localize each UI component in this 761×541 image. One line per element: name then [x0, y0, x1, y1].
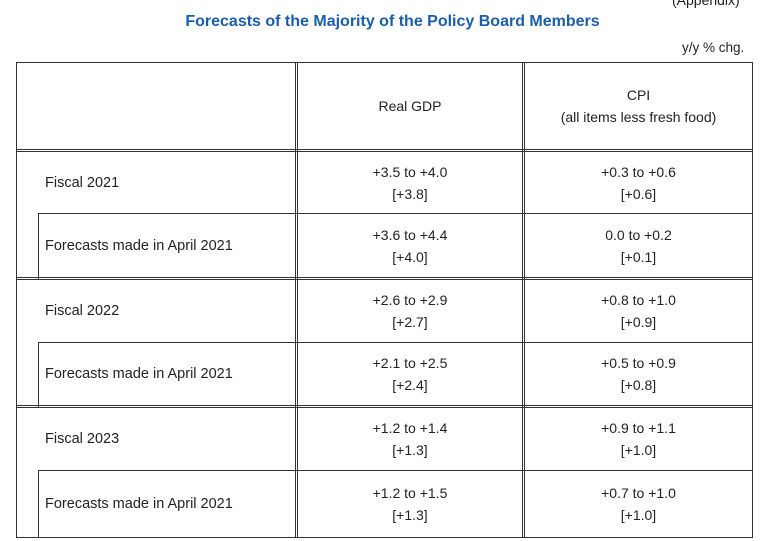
appendix-label: (Appendix)	[672, 0, 740, 8]
cpi-cell: +0.3 to +0.6 [+0.6]	[525, 152, 752, 213]
cpi-cell: +0.5 to +0.9 [+0.8]	[525, 343, 752, 405]
gdp-median: [+2.7]	[392, 314, 428, 330]
cpi-median: [+1.0]	[620, 442, 657, 458]
cpi-range: +0.3 to +0.6	[601, 163, 676, 180]
row-divider	[38, 342, 753, 343]
cpi-range: +0.5 to +0.9	[601, 355, 676, 371]
table-border-right	[752, 62, 753, 538]
header-divider	[16, 149, 753, 152]
indent-divider	[38, 342, 39, 407]
gdp-cell: +1.2 to +1.4 [+1.3]	[298, 408, 522, 470]
gdp-range: +1.2 to +1.5	[372, 485, 448, 501]
row-label: Forecasts made in April 2021	[45, 496, 233, 512]
row-label: Fiscal 2021	[45, 174, 120, 191]
row-label: Fiscal 2023	[45, 431, 120, 447]
cpi-range: +0.8 to +1.0	[601, 292, 676, 308]
table-border-top	[16, 62, 753, 63]
gdp-range: +3.6 to +4.4	[372, 226, 448, 243]
gdp-median: [+2.4]	[392, 377, 428, 393]
column-divider	[522, 62, 525, 538]
page-title: Forecasts of the Majority of the Policy …	[185, 13, 600, 30]
column-header-cpi-sublabel: (all items less fresh food)	[560, 109, 717, 125]
column-header-gdp-label: Real GDP	[378, 98, 442, 114]
gdp-cell: +3.5 to +4.0 [+3.8]	[298, 152, 522, 213]
cpi-median: [+1.0]	[620, 507, 657, 523]
row-label: Fiscal 2022	[45, 303, 120, 319]
gdp-cell: +2.1 to +2.5 [+2.4]	[298, 343, 522, 405]
cpi-cell: +0.7 to +1.0 [+1.0]	[525, 471, 752, 537]
gdp-range: +2.1 to +2.5	[372, 355, 448, 371]
indent-divider	[38, 470, 39, 538]
gdp-median: [+1.3]	[392, 442, 428, 458]
gdp-range: +1.2 to +1.4	[372, 420, 448, 436]
group-divider	[16, 277, 753, 280]
row-label: Forecasts made in April 2021	[45, 366, 233, 382]
gdp-median: [+4.0]	[392, 248, 428, 265]
gdp-range: +3.5 to +4.0	[372, 163, 448, 180]
cpi-cell: 0.0 to +0.2 [+0.1]	[525, 214, 752, 277]
column-header-cpi: CPI (all items less fresh food)	[525, 63, 752, 149]
group-divider	[16, 405, 753, 408]
cpi-range: +0.9 to +1.1	[601, 420, 676, 436]
column-divider	[295, 62, 298, 538]
row-divider	[38, 213, 753, 214]
gdp-cell: +1.2 to +1.5 [+1.3]	[298, 471, 522, 537]
cpi-median: [+0.9]	[620, 314, 657, 330]
cpi-median: [+0.6]	[620, 185, 657, 202]
indent-divider	[38, 213, 39, 279]
cpi-cell: +0.9 to +1.1 [+1.0]	[525, 408, 752, 470]
table-border-left	[16, 62, 17, 538]
gdp-median: [+1.3]	[392, 507, 428, 523]
gdp-cell: +2.6 to +2.9 [+2.7]	[298, 280, 522, 342]
gdp-range: +2.6 to +2.9	[372, 292, 448, 308]
table-border-bottom	[16, 537, 753, 538]
gdp-cell: +3.6 to +4.4 [+4.0]	[298, 214, 522, 277]
row-label: Forecasts made in April 2021	[45, 237, 233, 254]
row-divider	[38, 470, 753, 471]
cpi-cell: +0.8 to +1.0 [+0.9]	[525, 280, 752, 342]
cpi-median: [+0.8]	[620, 377, 657, 393]
cpi-range: 0.0 to +0.2	[605, 226, 672, 243]
gdp-median: [+3.8]	[392, 185, 428, 202]
cpi-range: +0.7 to +1.0	[601, 485, 676, 501]
unit-label: y/y % chg.	[682, 40, 745, 55]
column-header-cpi-label: CPI	[626, 87, 651, 103]
column-header-gdp: Real GDP	[298, 63, 522, 149]
cpi-median: [+0.1]	[620, 248, 657, 265]
